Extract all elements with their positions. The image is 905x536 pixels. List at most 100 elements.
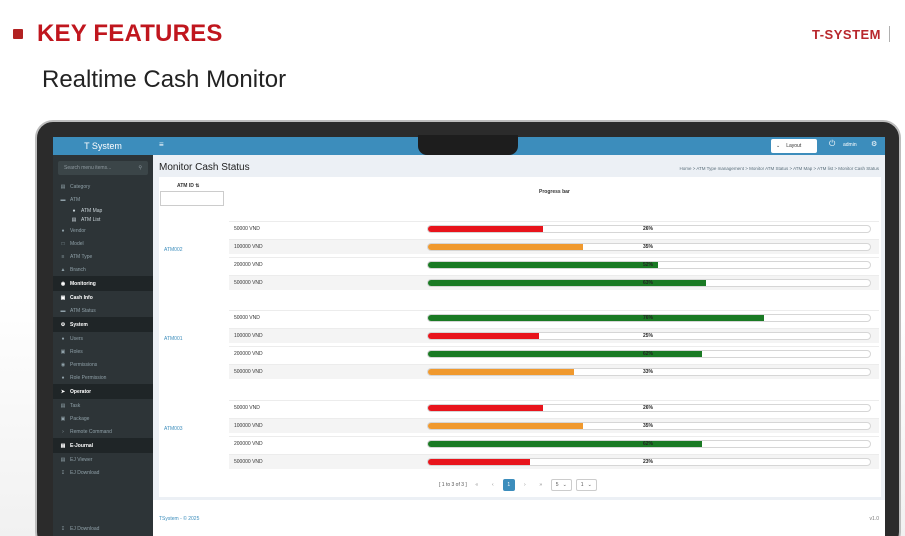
progress-percent: 23% xyxy=(643,459,654,465)
atm-group: ATM003 50000 VND 26% 100000 VND 35% 200000 VN… xyxy=(159,388,881,474)
gears-icon: ⚙ xyxy=(60,321,66,328)
status-icon: ▬ xyxy=(60,307,66,314)
user-name[interactable]: admin xyxy=(843,142,857,148)
sidebar-item-vendor[interactable]: ● Vendor xyxy=(61,227,86,234)
chevron-down-icon: ⌄ xyxy=(562,482,567,488)
progress-bar xyxy=(427,314,871,322)
sidebar-item-atm-map[interactable]: ● ATM Map xyxy=(72,207,103,214)
settings-icon[interactable]: ⚙ xyxy=(871,141,878,148)
sidebar-item-branch[interactable]: ▲ Branch xyxy=(60,266,86,273)
sidebar-footer-ej-download[interactable]: ↧ EJ Download xyxy=(60,526,100,532)
atm-id-link[interactable]: ATM002 xyxy=(164,247,183,253)
progress-bar xyxy=(427,350,871,358)
denomination-label: 500000 VND xyxy=(234,280,263,286)
table-row: 50000 VND 26% xyxy=(229,400,879,415)
denomination-label: 100000 VND xyxy=(234,333,263,339)
sidebar-header-operator[interactable]: ➤ Operator xyxy=(53,384,153,399)
sidebar-item-cash-info[interactable]: ▣ Cash Info xyxy=(60,294,93,301)
prev-page-button[interactable]: ‹ xyxy=(491,482,494,488)
slide-heading: KEY FEATURES xyxy=(37,20,223,47)
atm-group: ATM001 50000 VND 76% 100000 VND 25% 200000 VN… xyxy=(159,298,881,384)
sidebar-item-atm[interactable]: ▬ ATM xyxy=(60,196,81,203)
column-header-progress: Progress bar xyxy=(539,189,570,195)
progress-bar xyxy=(427,279,871,287)
table-row: 200000 VND 62% xyxy=(229,346,879,361)
page-number-select[interactable]: 1 ⌄ xyxy=(575,479,597,491)
copyright: TSystem - © 2025 xyxy=(159,516,200,522)
atm-id-link[interactable]: ATM003 xyxy=(164,426,183,432)
sidebar: T System Search menu items... ⚲ ▤ Categor… xyxy=(53,137,153,536)
progress-fill xyxy=(428,459,530,465)
denomination-label: 500000 VND xyxy=(234,369,263,375)
sidebar-item-atm-list[interactable]: ▤ ATM List xyxy=(71,216,101,223)
sidebar-item-role-permission[interactable]: ● Role Permission xyxy=(61,374,107,381)
sidebar-item-users[interactable]: ● Users xyxy=(61,335,84,342)
user-icon: ● xyxy=(61,227,65,234)
sidebar-header-ejournal[interactable]: ▤ E-Journal xyxy=(53,438,153,453)
table-row: 500000 VND 23% xyxy=(229,454,879,469)
sort-icon[interactable]: ⇅ xyxy=(195,183,200,189)
atm-icon: ▬ xyxy=(60,196,66,203)
sidebar-item-remote-command[interactable]: › Remote Command xyxy=(53,425,153,438)
layout-dropdown[interactable]: ⌄ Layout xyxy=(771,139,817,153)
atm-id-link[interactable]: ATM001 xyxy=(164,336,183,342)
page-footer: TSystem - © 2025 v1.0 xyxy=(153,500,885,536)
breadcrumb[interactable]: Home > ATM Type management > Monitor ATM… xyxy=(679,166,879,171)
download-icon: ↧ xyxy=(60,469,66,476)
page-size-select[interactable]: 5 ⌄ xyxy=(550,479,572,491)
sidebar-header-system[interactable]: ⚙ System xyxy=(53,317,153,332)
table-row: 50000 VND 26% xyxy=(229,221,879,236)
first-page-button[interactable]: « xyxy=(475,482,479,488)
next-page-button[interactable]: › xyxy=(523,482,526,488)
version: v1.0 xyxy=(869,516,879,522)
progress-percent: 76% xyxy=(643,315,654,321)
progress-bar xyxy=(427,404,871,412)
users-icon: ● xyxy=(61,335,65,342)
progress-percent: 63% xyxy=(643,280,654,286)
monitor-icon: ◉ xyxy=(60,280,66,287)
column-header-atm-id[interactable]: ATM ID ⇅ xyxy=(177,183,200,189)
app-brand[interactable]: T System xyxy=(53,137,153,155)
sidebar-item-atm-type[interactable]: ≡ ATM Type xyxy=(61,253,93,260)
sidebar-header-monitoring[interactable]: ◉ Monitoring xyxy=(53,276,153,291)
progress-percent: 52% xyxy=(643,262,654,268)
sidebar-item-permissions[interactable]: ◉ Permissions xyxy=(60,361,98,368)
sidebar-item-package[interactable]: ▣ Package xyxy=(60,415,90,422)
send-icon: ➤ xyxy=(60,388,66,395)
progress-bar xyxy=(427,225,871,233)
progress-percent: 25% xyxy=(643,333,654,339)
denomination-label: 50000 VND xyxy=(234,405,260,411)
table-row: 200000 VND 62% xyxy=(229,436,879,451)
last-page-button[interactable]: » xyxy=(539,482,543,488)
sidebar-item-ej-download[interactable]: ↧ EJ Download xyxy=(60,469,100,476)
menu-toggle-icon[interactable]: ≡ xyxy=(159,140,164,149)
map-pin-icon: ● xyxy=(72,207,76,214)
progress-fill xyxy=(428,351,703,357)
power-icon[interactable]: ⏻ xyxy=(829,139,836,148)
file-icon: ▤ xyxy=(60,456,66,463)
progress-percent: 26% xyxy=(643,405,654,411)
denomination-label: 200000 VND xyxy=(234,262,263,268)
progress-percent: 62% xyxy=(643,441,654,447)
sidebar-item-ej-viewer[interactable]: ▤ EJ Viewer xyxy=(60,456,93,463)
sidebar-item-roles[interactable]: ▣ Roles xyxy=(60,348,83,355)
chevron-down-icon: ⌄ xyxy=(776,143,781,149)
page-button-current[interactable]: 1 xyxy=(502,479,515,491)
eye-icon: ◉ xyxy=(60,361,66,368)
search-input[interactable]: Search menu items... ⚲ xyxy=(58,161,148,175)
progress-fill xyxy=(428,423,583,429)
progress-bar xyxy=(427,332,871,340)
table-row: 200000 VND 52% xyxy=(229,257,879,272)
progress-fill xyxy=(428,405,543,411)
list-icon: ▤ xyxy=(71,216,77,223)
atm-id-filter-input[interactable] xyxy=(160,191,224,206)
progress-percent: 26% xyxy=(643,226,654,232)
search-icon[interactable]: ⚲ xyxy=(138,165,142,171)
sidebar-item-model[interactable]: □ Model xyxy=(61,240,84,247)
sidebar-item-category[interactable]: ▤ Category xyxy=(60,183,91,190)
table-row: 500000 VND 33% xyxy=(229,364,879,379)
progress-percent: 33% xyxy=(643,369,654,375)
title-bullet xyxy=(13,29,23,39)
sidebar-item-atm-status[interactable]: ▬ ATM Status xyxy=(60,307,96,314)
sidebar-item-task[interactable]: ▤ Task xyxy=(60,402,81,409)
